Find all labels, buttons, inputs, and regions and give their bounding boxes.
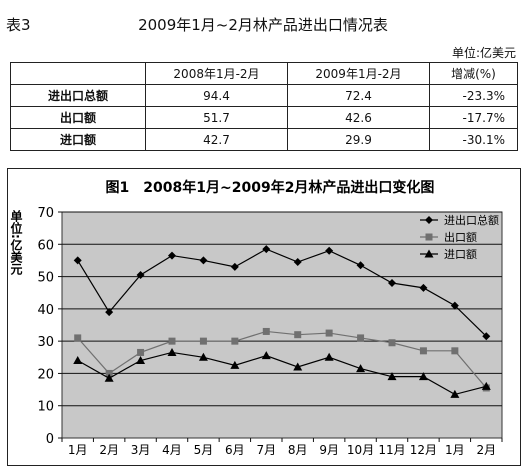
x-tick-label: 8月 — [288, 443, 308, 457]
trade-table: 2008年1月-2月 2009年1月-2月 增减(%) 进出口总额 94.4 7… — [10, 62, 519, 151]
cell-change: -30.1% — [428, 128, 519, 151]
series-line — [77, 330, 487, 389]
data-point — [261, 351, 271, 360]
data-point — [419, 347, 427, 355]
y-axis-label: 单位:亿美元 — [9, 209, 23, 276]
data-point — [136, 270, 145, 279]
y-tick-label: 30 — [37, 335, 54, 350]
y-tick-label: 50 — [37, 271, 54, 286]
y-tick-label: 60 — [37, 238, 54, 253]
legend-label: 进出口总额 — [444, 213, 499, 227]
y-tick-label: 0 — [46, 432, 54, 447]
data-point — [262, 245, 271, 254]
x-tick-label: 5月 — [194, 443, 214, 457]
series-line — [77, 351, 487, 396]
data-point — [137, 348, 145, 356]
data-point — [324, 352, 334, 361]
unit-label: 单位:亿美元 — [451, 46, 516, 60]
cell-2009: 29.9 — [286, 128, 430, 151]
data-point — [74, 334, 82, 342]
data-point — [450, 389, 460, 398]
data-point — [198, 352, 208, 361]
data-point — [168, 337, 176, 345]
data-point — [136, 356, 146, 365]
data-point — [73, 356, 83, 365]
cell-2008: 42.7 — [145, 128, 288, 151]
series-line — [77, 248, 487, 337]
table-row: 出口额 51.7 42.6 -17.7% — [10, 106, 519, 129]
data-point — [105, 308, 114, 317]
data-point — [388, 279, 396, 288]
data-point — [199, 256, 208, 265]
table-row: 进口额 42.7 29.9 -30.1% — [10, 128, 519, 151]
data-point — [230, 360, 240, 369]
data-point — [230, 262, 239, 271]
data-point — [293, 258, 302, 267]
legend-marker — [425, 233, 433, 241]
x-tick-label: 2月 — [476, 443, 496, 457]
data-point — [105, 369, 113, 377]
data-point — [356, 364, 366, 373]
data-point — [104, 373, 114, 382]
data-point — [388, 339, 396, 347]
legend-marker — [425, 216, 433, 224]
data-point — [199, 337, 207, 345]
data-point — [482, 332, 491, 341]
row-label: 出口额 — [10, 106, 146, 129]
row-label: 进口额 — [10, 128, 146, 151]
legend-label: 进口额 — [444, 248, 477, 261]
x-tick-label: 3月 — [131, 443, 151, 457]
data-point — [451, 347, 459, 355]
x-tick-label: 7月 — [256, 443, 276, 457]
y-tick-label: 70 — [37, 206, 54, 221]
data-point — [231, 337, 239, 345]
cell-change: -23.3% — [428, 84, 519, 107]
data-point — [481, 381, 491, 390]
y-tick-label: 10 — [37, 400, 54, 415]
data-point — [73, 256, 82, 265]
chart-title: 图1 2008年1月~2009年2月林产品进出口变化图 — [106, 179, 435, 196]
data-point — [293, 362, 303, 371]
x-tick-label: 10月 — [347, 443, 374, 457]
x-tick-label: 2月 — [99, 443, 119, 457]
table-title: 2009年1月~2月林产品进出口情况表 — [138, 16, 388, 34]
data-point — [357, 334, 365, 342]
data-point — [387, 372, 397, 381]
data-point — [418, 372, 428, 381]
data-point — [419, 283, 428, 292]
x-tick-label: 11月 — [378, 443, 405, 457]
data-point — [450, 301, 459, 310]
header-cell: 2008年1月-2月 — [145, 62, 288, 85]
x-tick-label: 9月 — [319, 443, 339, 457]
x-tick-label: 4月 — [162, 443, 182, 457]
x-tick-label: 12月 — [410, 443, 437, 457]
legend-marker — [424, 249, 434, 258]
data-point — [294, 331, 302, 339]
data-point — [325, 246, 334, 255]
table-label: 表3 — [6, 16, 31, 34]
data-point — [168, 251, 176, 260]
data-point — [262, 327, 270, 335]
y-tick-label: 20 — [37, 367, 54, 382]
data-point — [325, 329, 333, 337]
data-point — [356, 261, 365, 270]
plot-area — [61, 211, 503, 439]
x-tick-label: 1月 — [68, 443, 88, 457]
legend-label: 出口额 — [444, 230, 477, 244]
x-tick-label: 1月 — [445, 443, 465, 457]
data-point — [167, 347, 177, 356]
y-tick-label: 40 — [37, 303, 54, 318]
x-tick-label: 6月 — [225, 443, 245, 457]
